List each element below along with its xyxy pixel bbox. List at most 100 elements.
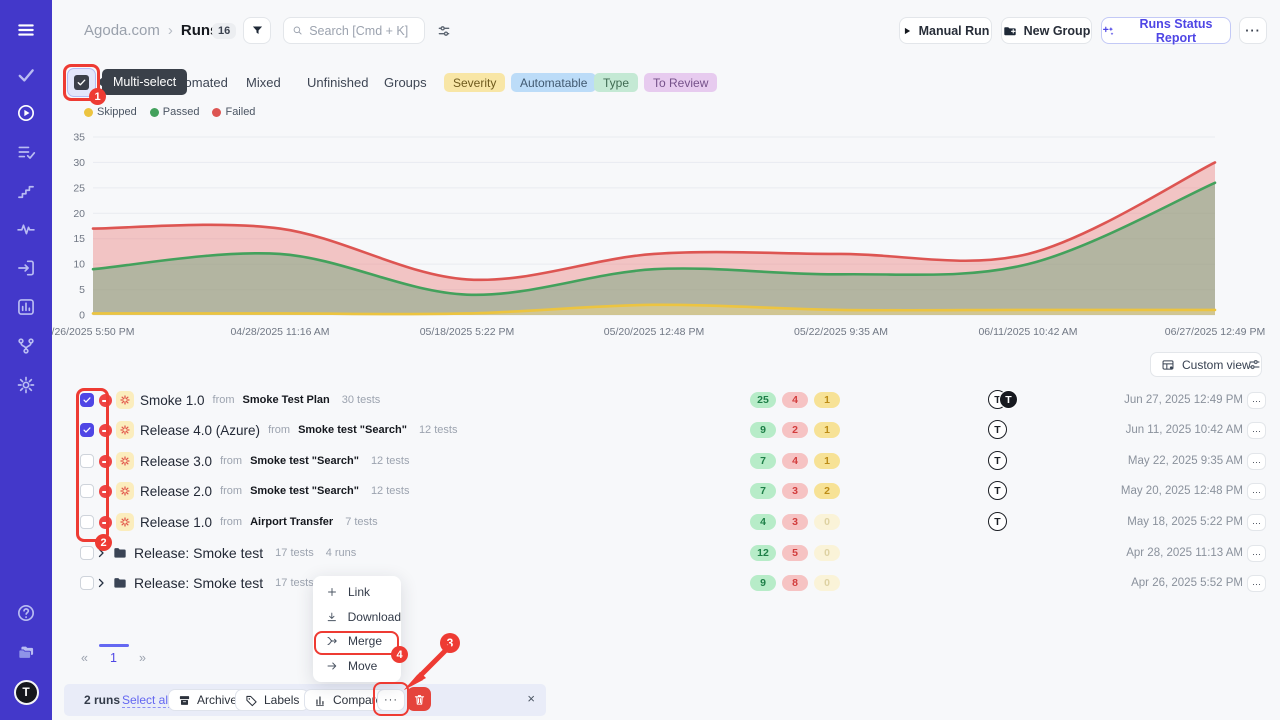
search-input[interactable]: [309, 24, 416, 38]
row-more-button[interactable]: ···: [1247, 392, 1266, 409]
legend-label-passed: Passed: [163, 106, 200, 118]
run-source[interactable]: Smoke Test Plan: [243, 394, 330, 406]
bar-chart-icon: [314, 694, 327, 707]
run-row[interactable]: Release 2.0fromSmoke test "Search"12 tes…: [0, 476, 1280, 506]
branch-icon[interactable]: [0, 331, 52, 361]
run-title[interactable]: Release 3.0: [140, 454, 212, 469]
run-source[interactable]: Smoke test "Search": [250, 455, 359, 467]
import-icon[interactable]: [0, 253, 52, 283]
run-source[interactable]: Smoke test "Search": [250, 485, 359, 497]
svg-text:/26/2025 5:50 PM: /26/2025 5:50 PM: [52, 326, 135, 338]
failed-badge: 5: [782, 545, 808, 561]
search-box: [283, 17, 425, 44]
select-all-link[interactable]: Select all: [122, 693, 171, 708]
row-more-button[interactable]: ···: [1247, 422, 1266, 439]
row-checkbox[interactable]: [80, 393, 94, 407]
row-checkbox[interactable]: [80, 515, 94, 529]
tab-groups[interactable]: Groups: [384, 75, 427, 90]
tab-unfinished[interactable]: Unfinished: [307, 75, 368, 90]
row-more-button[interactable]: ···: [1247, 575, 1266, 592]
tab-mixed[interactable]: Mixed: [246, 75, 281, 90]
close-icon[interactable]: ×: [527, 692, 535, 705]
run-title[interactable]: Release 4.0 (Azure): [140, 423, 260, 438]
bar-more-button[interactable]: ···: [377, 689, 405, 711]
header-more-button[interactable]: ···: [1239, 17, 1267, 44]
skipped-badge: 1: [814, 422, 840, 438]
filter-pill-automatable[interactable]: Automatable: [511, 73, 596, 92]
filter-pill-type[interactable]: Type: [594, 73, 638, 92]
plus-icon: [326, 586, 338, 598]
menu-item-move[interactable]: Move: [313, 654, 401, 679]
svg-text:25: 25: [73, 182, 85, 194]
chevron-right-icon[interactable]: [95, 547, 107, 559]
projects-folders-icon[interactable]: [0, 637, 52, 667]
filter-pill-severity[interactable]: Severity: [444, 73, 505, 92]
result-badges: 430: [750, 514, 840, 530]
labels-button[interactable]: Labels: [235, 689, 309, 711]
failed-badge: 2: [782, 422, 808, 438]
row-more-button[interactable]: ···: [1247, 483, 1266, 500]
run-source[interactable]: Smoke test "Search": [298, 424, 407, 436]
help-icon[interactable]: [0, 598, 52, 628]
settings-gear-icon[interactable]: [0, 370, 52, 400]
new-group-label: New Group: [1024, 24, 1091, 38]
passed-badge: 9: [750, 422, 776, 438]
run-row[interactable]: Smoke 1.0fromSmoke Test Plan30 tests2541…: [0, 385, 1280, 415]
runs-status-report-button[interactable]: Runs Status Report: [1101, 17, 1231, 44]
pager-prev[interactable]: «: [81, 651, 88, 665]
run-title[interactable]: Smoke 1.0: [140, 393, 205, 408]
run-title[interactable]: Release 1.0: [140, 515, 212, 530]
row-checkbox[interactable]: [80, 546, 94, 560]
breadcrumb: Agoda.com › Runs: [84, 22, 218, 39]
menu-item-link[interactable]: Link: [313, 580, 401, 605]
tune-sliders-icon[interactable]: [436, 23, 452, 39]
row-more-button[interactable]: ···: [1247, 453, 1266, 470]
row-checkbox[interactable]: [80, 484, 94, 498]
remove-minus-icon[interactable]: [99, 424, 112, 437]
pager-page-1[interactable]: 1: [110, 651, 117, 665]
runs-play-icon[interactable]: [0, 98, 52, 128]
run-row[interactable]: Release 3.0fromSmoke test "Search"12 tes…: [0, 446, 1280, 476]
breadcrumb-project[interactable]: Agoda.com: [84, 22, 160, 39]
pager-next[interactable]: »: [139, 651, 146, 665]
new-group-button[interactable]: New Group: [1001, 17, 1092, 44]
steps-stairs-icon[interactable]: [0, 176, 52, 206]
row-more-button[interactable]: ···: [1247, 545, 1266, 562]
menu-item-merge[interactable]: Merge: [313, 629, 401, 654]
remove-minus-icon[interactable]: [99, 455, 112, 468]
group-row[interactable]: Release: Smoke test17 tests4 runs1250Apr…: [0, 538, 1280, 568]
remove-minus-icon[interactable]: [99, 485, 112, 498]
group-title[interactable]: Release: Smoke test: [134, 545, 263, 561]
remove-minus-icon[interactable]: [99, 394, 112, 407]
group-row[interactable]: Release: Smoke test17 tests7 runs980Apr …: [0, 568, 1280, 598]
custom-view-button[interactable]: Custom view: [1150, 352, 1262, 377]
row-checkbox[interactable]: [80, 454, 94, 468]
run-title[interactable]: Release 2.0: [140, 484, 212, 499]
group-title[interactable]: Release: Smoke test: [134, 575, 263, 591]
row-more-button[interactable]: ···: [1247, 514, 1266, 531]
run-row[interactable]: Release 4.0 (Azure)fromSmoke test "Searc…: [0, 415, 1280, 445]
run-from-label: from: [220, 455, 242, 467]
menu-item-move-label: Move: [348, 659, 377, 673]
reports-chart-icon[interactable]: [0, 292, 52, 322]
svg-text:05/22/2025 9:35 AM: 05/22/2025 9:35 AM: [794, 326, 888, 338]
tests-check-icon[interactable]: [0, 60, 52, 90]
pulse-analytics-icon[interactable]: [0, 214, 52, 244]
run-source[interactable]: Airport Transfer: [250, 516, 333, 528]
view-settings-icon[interactable]: [1247, 357, 1262, 372]
filter-pill-to-review[interactable]: To Review: [644, 73, 717, 92]
menu-icon[interactable]: [0, 15, 52, 45]
manual-run-button[interactable]: Manual Run: [899, 17, 992, 44]
multi-select-button[interactable]: [67, 68, 96, 97]
profile-logo[interactable]: T: [0, 677, 52, 707]
download-icon: [326, 611, 338, 623]
run-tests-count: 30 tests: [342, 394, 381, 406]
run-row[interactable]: Release 1.0fromAirport Transfer7 tests43…: [0, 507, 1280, 537]
menu-item-download[interactable]: Download: [313, 605, 401, 630]
row-checkbox[interactable]: [80, 576, 94, 590]
filter-button[interactable]: [243, 17, 271, 44]
row-checkbox[interactable]: [80, 423, 94, 437]
remove-minus-icon[interactable]: [99, 516, 112, 529]
chevron-right-icon[interactable]: [95, 577, 107, 589]
test-plans-list-icon[interactable]: [0, 137, 52, 167]
